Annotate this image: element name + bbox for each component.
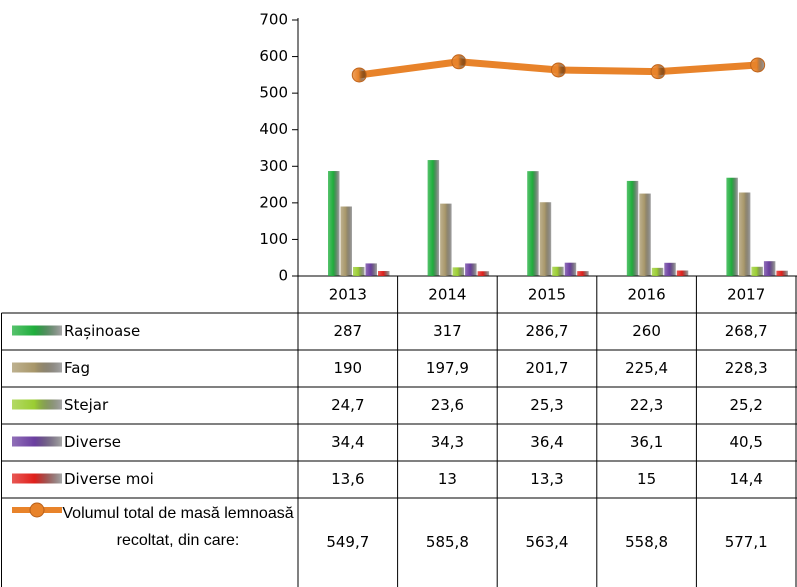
x-tick-label: 2015 xyxy=(528,286,566,304)
table-value: 25,2 xyxy=(729,396,762,414)
legend-label-box: Volumul total de masă lemnoasă recoltat,… xyxy=(62,505,294,549)
legend-label: Fag xyxy=(64,359,90,377)
point xyxy=(750,57,766,73)
legend-swatch xyxy=(12,473,62,484)
bar xyxy=(378,271,390,276)
table-value: 13,3 xyxy=(530,470,563,488)
table-value: 25,3 xyxy=(530,396,563,414)
table-value: 40,5 xyxy=(729,433,762,451)
table-value: 36,1 xyxy=(630,433,663,451)
point xyxy=(550,62,566,78)
table-value: 549,7 xyxy=(326,533,369,551)
legend-swatch xyxy=(12,399,62,410)
x-tick-label: 2016 xyxy=(628,286,666,304)
bar xyxy=(427,160,440,276)
table-value: 225,4 xyxy=(625,359,668,377)
bar xyxy=(328,171,340,276)
bar xyxy=(564,262,577,276)
bar xyxy=(527,171,539,276)
table-value: 13 xyxy=(438,470,457,488)
legend-label: Rașinoase xyxy=(64,322,140,340)
y-tick-label: 100 xyxy=(259,230,288,248)
bar xyxy=(676,270,689,276)
y-tick-label: 500 xyxy=(259,84,288,102)
table-value: 317 xyxy=(433,322,462,340)
table-value: 558,8 xyxy=(625,533,668,551)
x-tick-label: 2014 xyxy=(428,286,466,304)
legend-label: Stejar xyxy=(64,396,109,414)
bar xyxy=(465,263,477,276)
bar xyxy=(539,202,552,276)
table-value: 197,9 xyxy=(426,359,469,377)
x-tick-label: 2017 xyxy=(727,286,765,304)
table-value: 228,3 xyxy=(725,359,768,377)
table-value: 15 xyxy=(637,470,656,488)
bar xyxy=(577,271,589,276)
table-value: 22,3 xyxy=(630,396,663,414)
point xyxy=(451,54,467,70)
bar xyxy=(552,266,564,276)
legend-label: Diverse xyxy=(64,433,121,451)
bar xyxy=(340,206,352,276)
legend-marker xyxy=(29,502,45,518)
table-value: 13,6 xyxy=(331,470,364,488)
bar xyxy=(353,266,365,276)
point xyxy=(351,67,367,83)
bar xyxy=(626,180,639,276)
legend-swatch xyxy=(12,362,62,373)
y-tick-label: 400 xyxy=(259,120,288,138)
table-value: 201,7 xyxy=(526,359,569,377)
legend-swatch xyxy=(12,325,62,336)
table-value: 577,1 xyxy=(725,533,768,551)
bar xyxy=(365,263,377,276)
bar xyxy=(776,270,788,276)
bar xyxy=(738,192,751,276)
y-tick-label: 200 xyxy=(259,193,288,211)
bar xyxy=(651,267,664,276)
bar xyxy=(664,262,676,276)
table-value: 23,6 xyxy=(431,396,464,414)
table-value: 563,4 xyxy=(526,533,569,551)
y-tick-label: 600 xyxy=(259,47,288,65)
bar xyxy=(763,261,776,276)
y-tick-label: 300 xyxy=(259,157,288,175)
x-tick-label: 2013 xyxy=(329,286,367,304)
table-value: 36,4 xyxy=(530,433,563,451)
bar xyxy=(751,266,763,276)
point xyxy=(650,64,666,80)
table-value: 286,7 xyxy=(526,322,569,340)
table-value: 24,7 xyxy=(331,396,364,414)
bar xyxy=(639,193,651,276)
y-tick-label: 700 xyxy=(259,11,288,29)
table-value: 34,3 xyxy=(431,433,464,451)
table-value: 585,8 xyxy=(426,533,469,551)
table-value: 260 xyxy=(632,322,661,340)
bar xyxy=(440,203,452,276)
bar xyxy=(477,271,490,276)
legend-label: Volumul total de masă lemnoasă recoltat,… xyxy=(62,505,294,549)
y-tick-label: 0 xyxy=(278,267,288,285)
bar xyxy=(726,177,738,276)
table-value: 268,7 xyxy=(725,322,768,340)
table-value: 34,4 xyxy=(331,433,364,451)
table-value: 190 xyxy=(333,359,362,377)
legend-label: Diverse moi xyxy=(64,470,154,488)
table-value: 14,4 xyxy=(729,470,762,488)
table-value: 287 xyxy=(333,322,362,340)
bar xyxy=(452,267,465,276)
legend-swatch xyxy=(12,436,62,447)
